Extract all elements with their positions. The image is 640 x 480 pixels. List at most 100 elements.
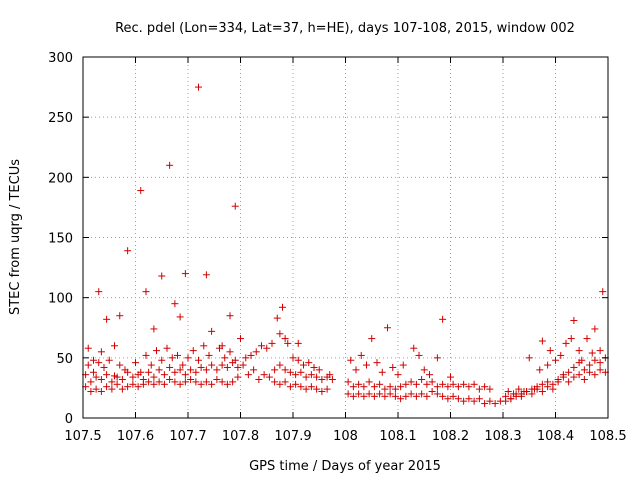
data-point	[195, 356, 202, 364]
data-point	[281, 335, 289, 343]
data-point	[381, 385, 389, 393]
data-point	[284, 339, 292, 347]
x-tick-label: 108.3	[484, 429, 521, 444]
data-point	[218, 378, 226, 386]
data-point	[365, 378, 373, 386]
data-point	[103, 383, 111, 391]
data-point	[192, 378, 200, 386]
data-point	[242, 354, 250, 362]
data-point	[460, 380, 468, 388]
data-point	[244, 371, 252, 379]
data-point	[279, 303, 286, 311]
data-point	[449, 392, 457, 400]
data-point	[586, 361, 594, 369]
data-point	[465, 395, 473, 403]
data-point	[202, 378, 210, 386]
data-point	[124, 368, 132, 376]
data-point	[237, 335, 244, 343]
data-point	[292, 371, 300, 379]
data-point	[349, 392, 357, 400]
data-point	[118, 375, 126, 383]
data-point	[512, 392, 520, 400]
data-point	[90, 356, 97, 364]
data-point	[258, 342, 265, 350]
data-point	[302, 385, 310, 393]
data-point	[347, 356, 355, 364]
data-point	[418, 375, 426, 383]
data-point	[202, 271, 210, 279]
data-point	[153, 347, 160, 355]
data-point	[486, 385, 494, 393]
axis-ticks	[82, 56, 609, 419]
data-point	[166, 375, 174, 383]
data-point	[549, 380, 557, 388]
data-point	[108, 378, 116, 386]
data-point	[132, 359, 139, 367]
data-point	[538, 380, 546, 388]
data-point	[286, 383, 294, 391]
data-point	[226, 348, 234, 356]
data-point	[208, 361, 216, 369]
data-point	[208, 380, 216, 388]
data-point	[433, 383, 441, 391]
data-point	[376, 390, 384, 398]
data-point	[481, 383, 489, 391]
data-point	[397, 383, 405, 391]
data-point	[239, 361, 247, 369]
data-point	[444, 395, 452, 403]
data-point	[538, 337, 546, 345]
data-point	[310, 363, 318, 371]
data-point	[502, 397, 510, 405]
data-point	[139, 380, 147, 388]
y-tick-label: 250	[48, 111, 73, 126]
data-point	[570, 363, 578, 371]
data-point	[557, 351, 565, 359]
data-point	[373, 359, 381, 367]
data-point	[276, 330, 284, 338]
data-point	[562, 339, 570, 347]
data-point	[481, 400, 489, 408]
data-point	[200, 342, 208, 350]
data-point	[247, 351, 255, 359]
data-point	[349, 383, 357, 391]
data-point	[591, 325, 599, 333]
data-point	[129, 380, 137, 388]
data-point	[575, 359, 583, 367]
data-point	[195, 83, 202, 91]
data-point	[515, 385, 523, 393]
data-point	[407, 390, 415, 398]
data-point	[360, 383, 368, 391]
data-point	[97, 388, 105, 396]
data-point	[397, 395, 405, 403]
data-point	[433, 390, 441, 398]
data-point	[454, 395, 462, 403]
data-point	[575, 371, 583, 379]
data-point	[218, 361, 226, 369]
data-point	[95, 288, 103, 296]
data-point	[420, 366, 428, 374]
data-point	[160, 380, 168, 388]
data-point	[229, 359, 237, 367]
data-point	[538, 388, 546, 396]
data-point	[475, 395, 483, 403]
data-point	[323, 385, 331, 393]
data-point	[176, 380, 184, 388]
chart-title: Rec. pdel (Lon=334, Lat=37, h=HE), days …	[115, 21, 575, 36]
data-point	[305, 359, 313, 367]
data-point	[344, 378, 352, 386]
data-point	[315, 366, 323, 374]
data-point	[155, 378, 163, 386]
data-point	[591, 371, 599, 379]
data-point	[412, 392, 420, 400]
data-point	[352, 366, 360, 374]
data-point	[181, 378, 189, 386]
y-tick-label: 150	[48, 232, 73, 247]
data-point	[174, 351, 181, 359]
data-point	[554, 375, 562, 383]
data-point	[460, 397, 468, 405]
data-point	[470, 380, 478, 388]
data-point	[596, 366, 604, 374]
data-point	[302, 373, 310, 381]
data-point	[307, 383, 315, 391]
